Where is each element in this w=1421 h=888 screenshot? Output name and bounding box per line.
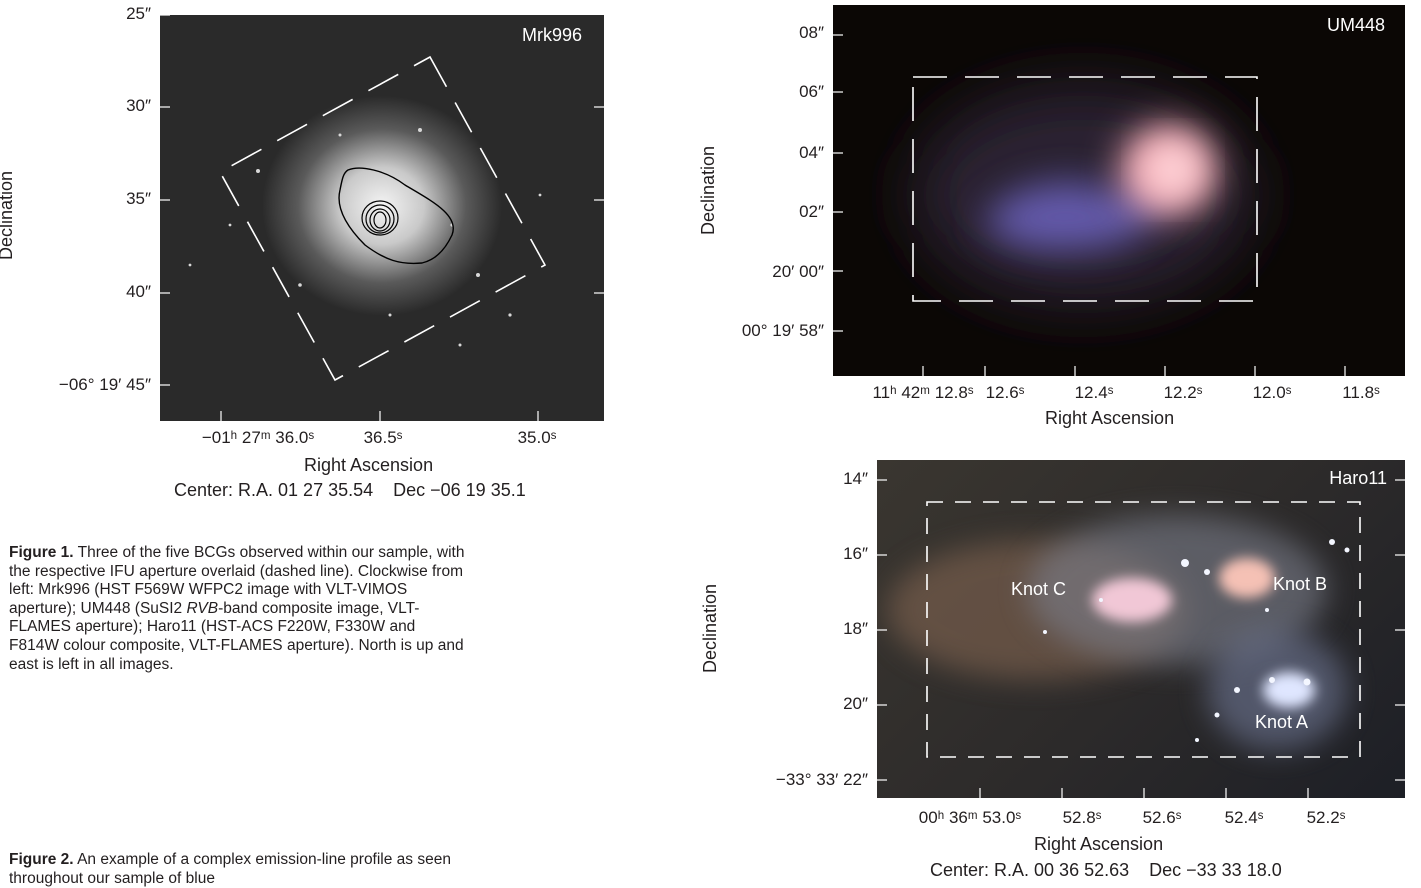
um448-xtick-4: 12.2ˢ <box>1163 383 1203 402</box>
panel-label-mrk996: Mrk996 <box>521 25 582 45</box>
haro11-ytick-3: 18″ <box>843 619 868 638</box>
haro11-image: Haro11 Knot C Knot B Knot A <box>877 460 1405 798</box>
um448-ytick-2: 06″ <box>799 82 824 101</box>
knot-b-glow <box>1219 558 1275 598</box>
knot-a-label: Knot A <box>1255 712 1309 732</box>
figure2-caption: Figure 2. An example of a complex emissi… <box>9 851 469 888</box>
panel-label-haro11: Haro11 <box>1329 468 1387 488</box>
um448-ytick-6: 00° 19′ 58″ <box>741 321 824 340</box>
mrk996-ytick-4: 40″ <box>126 282 151 301</box>
um448-ylabel: Declination <box>698 145 719 236</box>
um448-ytick-4: 02″ <box>799 202 824 221</box>
ifu-aperture-dashed <box>926 501 1361 758</box>
haro11-ytick-2: 16″ <box>843 544 868 563</box>
mrk996-ylabel: Declination <box>0 170 17 261</box>
mrk996-xtick-1: −01ʰ 27ᵐ 36.0ˢ <box>201 428 315 447</box>
um448-xtick-2: 12.6ˢ <box>985 383 1025 402</box>
figure1-label: Figure 1. <box>9 544 74 561</box>
mrk996-image: Mrk996 <box>160 15 604 421</box>
haro11-xlabel: Right Ascension <box>1034 834 1164 854</box>
ifu-aperture-dashed <box>218 55 547 382</box>
haro11-center: Center: R.A. 00 36 52.63 Dec −33 33 18.0 <box>930 860 1282 880</box>
haro11-ytick-5: −33° 33′ 22″ <box>775 770 868 789</box>
knot-c-label: Knot C <box>1011 579 1067 599</box>
figure1-italic: RVB <box>186 599 219 617</box>
haro11-xtick-5: 52.2ˢ <box>1306 808 1346 827</box>
mrk996-ytick-1: 25″ <box>126 4 151 23</box>
figure1-text-a: Three of the five BCGs observed within o… <box>9 544 465 617</box>
mrk996-ytick-2: 30″ <box>126 96 151 115</box>
um448-blue-arm <box>983 165 1166 251</box>
contour-outer <box>338 167 454 265</box>
haro11-xtick-2: 52.8ˢ <box>1062 808 1102 827</box>
haro11-ytick-4: 20″ <box>843 694 868 713</box>
mrk996-xtick-2: 36.5ˢ <box>363 428 403 447</box>
um448-ytick-5: 20′ 00″ <box>772 262 824 281</box>
um448-xtick-1: 11ʰ 42ᵐ 12.8ˢ <box>872 383 974 402</box>
mrk996-ytick-5: −06° 19′ 45″ <box>58 375 151 394</box>
knot-c-glow <box>1092 578 1172 622</box>
mrk996-center: Center: R.A. 01 27 35.54 Dec −06 19 35.1 <box>174 480 526 500</box>
haro11-xtick-1: 00ʰ 36ᵐ 53.0ˢ <box>918 808 1022 827</box>
ifu-aperture-dashed <box>912 76 1258 302</box>
haro11-ytick-1: 14″ <box>843 469 868 488</box>
um448-xlabel: Right Ascension <box>1045 408 1175 428</box>
haro11-xtick-4: 52.4ˢ <box>1224 808 1264 827</box>
figure1-text-b: -band composite image, VLT-FLAMES apertu… <box>9 599 464 673</box>
mrk996-xtick-3: 35.0ˢ <box>517 428 557 447</box>
panel-label-um448: UM448 <box>1326 15 1385 35</box>
figure2-text: An example of a complex emission-line pr… <box>9 851 451 887</box>
mrk996-overlay <box>160 15 604 421</box>
mrk996-xlabel: Right Ascension <box>304 455 434 475</box>
um448-xtick-6: 11.8ˢ <box>1342 383 1380 402</box>
knot-b-label: Knot B <box>1273 574 1328 594</box>
haro11-xtick-3: 52.6ˢ <box>1142 808 1182 827</box>
um448-xtick-3: 12.4ˢ <box>1074 383 1114 402</box>
um448-image: UM448 <box>833 5 1405 376</box>
haro11-ylabel: Declination <box>700 583 721 674</box>
um448-overlay <box>833 34 1346 376</box>
figure2-label: Figure 2. <box>9 851 74 868</box>
um448-ytick-1: 08″ <box>799 23 824 42</box>
mrk996-ytick-3: 35″ <box>126 189 151 208</box>
figure1-caption: Figure 1. Three of the five BCGs observe… <box>9 544 469 674</box>
um448-ytick-3: 04″ <box>799 143 824 162</box>
um448-xtick-5: 12.0ˢ <box>1252 383 1292 402</box>
knot-a-glow <box>1263 672 1315 708</box>
haro11-overlay <box>877 479 1405 798</box>
